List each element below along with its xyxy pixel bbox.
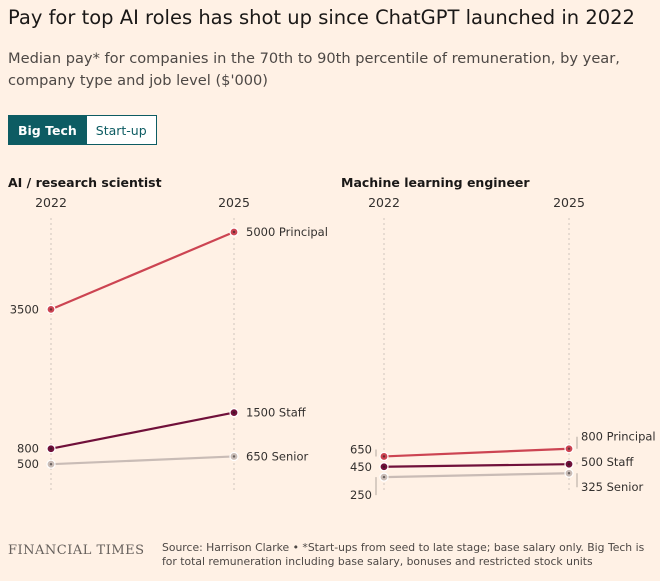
point-dot-staff-2025 (232, 411, 236, 414)
point-dot-staff-2022 (382, 465, 386, 468)
series-line-senior (50, 455, 235, 466)
start-label-principal: 3500 (10, 302, 39, 316)
point-dot-principal-2025 (567, 447, 571, 450)
end-label-principal: 5000 Principal (246, 225, 328, 239)
source-note: Source: Harrison Clarke • *Start-ups fro… (162, 541, 645, 568)
ft-logo: FINANCIAL TIMES (8, 543, 145, 558)
start-label-principal: 650 (350, 442, 372, 456)
end-label-senior: 650 Senior (246, 449, 309, 463)
year-label-2022: 2022 (35, 195, 67, 210)
series-line-staff (383, 463, 570, 468)
end-label-staff: 500 Staff (581, 455, 634, 469)
chart-subtitle: Median pay* for companies in the 70th to… (8, 50, 620, 89)
year-label-2025: 2025 (553, 195, 585, 210)
end-label-principal: 800 Principal (581, 430, 656, 444)
point-dot-staff-2022 (49, 447, 53, 450)
point-dot-principal-2022 (382, 455, 386, 458)
start-label-staff: 800 (17, 442, 39, 456)
series-line-senior (383, 472, 570, 479)
panel-title-ai-research-scientist: AI / research scientist (8, 175, 162, 190)
panel-title-machine-learning-engineer: Machine learning engineer (341, 175, 530, 190)
point-dot-principal-2025 (232, 230, 236, 234)
series-line-principal (383, 447, 570, 458)
year-label-2025: 2025 (218, 195, 250, 210)
end-label-staff: 1500 Staff (246, 406, 307, 420)
chart-title: Pay for top AI roles has shot up since C… (8, 6, 635, 29)
point-dot-senior-2025 (567, 472, 571, 475)
point-dot-senior-2022 (49, 463, 53, 466)
big-tech-button[interactable]: Big Tech (8, 115, 87, 145)
point-dot-senior-2022 (382, 475, 386, 479)
end-label-senior: 325 Senior (581, 480, 644, 494)
point-dot-staff-2025 (567, 463, 571, 466)
start-label-staff: 450 (350, 460, 372, 474)
series-line-staff (50, 411, 235, 450)
point-dot-senior-2025 (232, 455, 236, 458)
year-label-2022: 2022 (368, 195, 400, 210)
start-label-senior: 250 (350, 488, 372, 502)
start-label-senior: 500 (17, 457, 39, 471)
series-line-principal (50, 230, 235, 311)
company-type-toggle: Big Tech Start-up (8, 115, 157, 145)
point-dot-principal-2022 (49, 308, 53, 311)
start-up-button[interactable]: Start-up (86, 115, 157, 145)
